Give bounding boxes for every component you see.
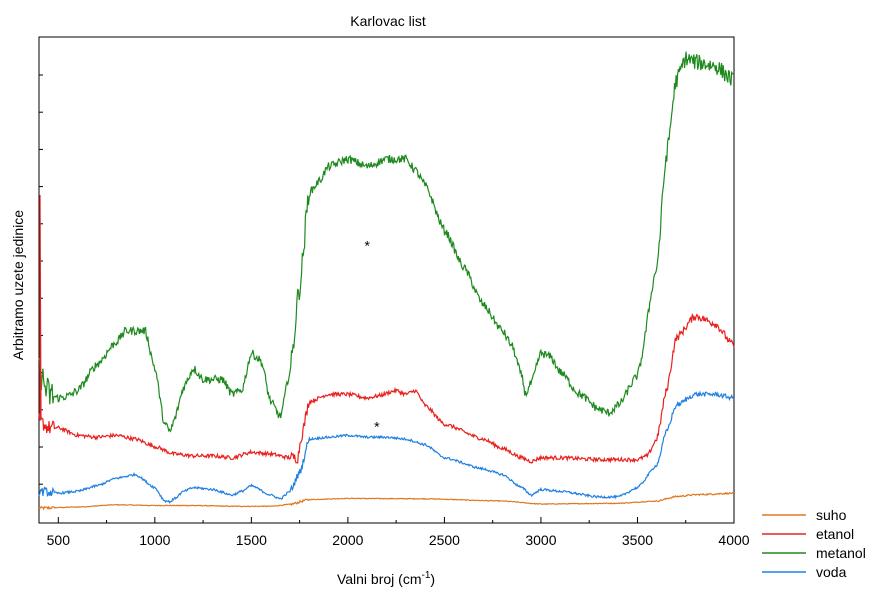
x-axis: 500 1000 1500 2000 2500 3000 3500 4000: [39, 74, 750, 548]
plot-area: [38, 51, 735, 511]
series-line-etanol: [38, 313, 735, 464]
series-line-metanol: [38, 51, 735, 433]
x-axis-label: Valni broj (cm-1): [337, 570, 435, 587]
x-axis-label-close: ): [430, 571, 435, 587]
annotation-asterisk: *: [374, 419, 380, 435]
x-tick-label: 3500: [622, 532, 653, 548]
x-tick-label: 2500: [429, 532, 460, 548]
series-line-voda: [38, 390, 735, 504]
legend-label-suho: suho: [816, 507, 847, 523]
series-line-suho: [38, 491, 735, 511]
legend-label-voda: voda: [816, 564, 847, 580]
annotations: **: [364, 238, 380, 435]
x-tick-label: 1000: [139, 532, 170, 548]
series-line-etanol-edge-spike: [39, 194, 42, 421]
y-axis-label: Arbitramo uzete jedinice: [10, 210, 26, 360]
plot-frame: [38, 36, 735, 524]
legend: suho etanol metanol voda: [762, 507, 866, 580]
x-axis-label-superscript: -1: [421, 570, 430, 581]
x-tick-label: 3000: [525, 532, 556, 548]
annotation-asterisk: *: [364, 238, 370, 254]
chart-title: Karlovac list: [350, 13, 426, 29]
x-tick-label: 500: [47, 532, 71, 548]
x-tick-label: 2000: [332, 532, 363, 548]
x-tick-label: 1500: [236, 532, 267, 548]
x-tick-label: 4000: [718, 532, 749, 548]
x-axis-label-main: Valni broj (cm: [337, 571, 422, 587]
legend-label-etanol: etanol: [816, 526, 854, 542]
legend-label-metanol: metanol: [816, 545, 866, 561]
